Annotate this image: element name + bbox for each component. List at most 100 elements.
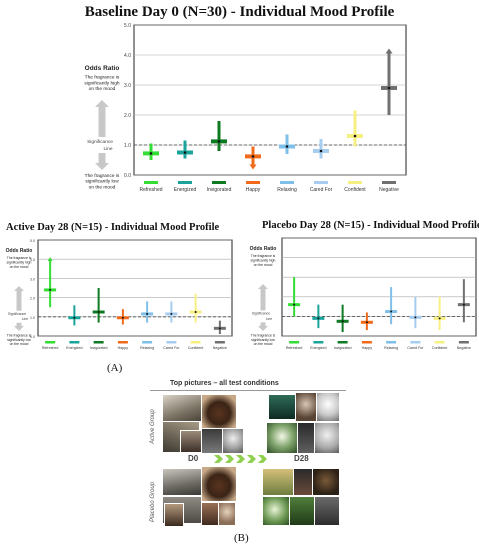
estimate-point	[121, 316, 124, 319]
plot-frame	[37, 239, 233, 337]
legend-label: Confident	[188, 346, 203, 350]
estimate-point	[387, 86, 391, 90]
estimate-point	[217, 140, 221, 143]
estimate-point	[319, 149, 323, 153]
day-label-d0: D0	[188, 454, 199, 463]
figure-label-b: (B)	[234, 532, 249, 544]
legend-label: Refreshed	[42, 346, 59, 350]
arrow-down-icon	[14, 322, 24, 331]
line-label: Line	[103, 146, 112, 152]
photo-placebo-d0-5	[218, 502, 236, 526]
legend-label: Happy	[362, 346, 373, 350]
placebo-group-label: Placebo Group	[150, 481, 156, 522]
legend-label: Energized	[174, 187, 197, 193]
active-group-label: Active Group	[150, 409, 156, 444]
legend-swatch	[166, 341, 177, 344]
chart-baseline: 0.0 1.0 2.0 3.0 4.0 5.0 Odds Ratio The fragranc…	[84, 23, 407, 193]
estimate-point	[462, 303, 465, 306]
photo-active-d0-3	[180, 430, 202, 453]
photo-placebo-d0-4	[201, 502, 219, 526]
low-label: The fragrance is	[251, 333, 276, 337]
legend-label: Negative	[457, 346, 471, 350]
legend-swatch	[386, 341, 397, 344]
estimate-point	[149, 152, 153, 155]
arrow-up-marker	[47, 257, 53, 262]
plot-frame	[281, 237, 477, 337]
photo-placebo-d28-1	[262, 468, 294, 496]
low-label: on the mood	[89, 184, 116, 190]
legend-label: Happy	[246, 187, 261, 193]
legend-swatch	[313, 341, 324, 344]
legend-swatch	[314, 181, 328, 184]
high-label: on the mood	[89, 86, 116, 92]
high-label: significantly high	[84, 80, 120, 86]
pictures-rule	[150, 390, 346, 391]
legend-swatch	[337, 341, 348, 344]
photo-active-d0-1	[162, 394, 202, 422]
odds-ratio-label: Odds Ratio	[85, 65, 120, 72]
odds-ratio-label: Odds Ratio	[250, 246, 277, 252]
figure-label-a: (A)	[107, 362, 123, 374]
y-tick-label: 2.0	[30, 297, 35, 301]
arrow-up-icon	[258, 284, 268, 311]
legend-label: Cared For	[163, 346, 180, 350]
estimate-point	[170, 312, 173, 315]
estimate-point	[390, 310, 393, 313]
estimate-point	[49, 288, 52, 291]
photo-placebo-d0-1	[162, 468, 202, 496]
y-tick-label: 5.0	[124, 23, 131, 29]
legend-swatch	[410, 341, 421, 344]
legend-swatch	[280, 181, 294, 184]
pictures-title: Top pictures – all test conditions	[170, 380, 279, 387]
legend-label: Invigorated	[207, 187, 232, 193]
chevron-arrows-icon	[214, 455, 267, 463]
estimate-point	[414, 316, 417, 319]
legend-swatch	[289, 341, 300, 344]
low-label: significantly low	[85, 179, 119, 185]
chart-title-placebo: Placebo Day 28 (N=15) - Individual Mood …	[262, 220, 479, 231]
legend-label: Relaxing	[384, 346, 398, 350]
y-tick-label: 1.0	[30, 316, 35, 320]
y-tick-label: 3.0	[30, 277, 35, 281]
high-label: The fragrance is	[251, 254, 276, 258]
photo-active-d28-2	[295, 392, 317, 422]
estimate-point	[438, 317, 441, 320]
legend-swatch	[144, 181, 158, 184]
significance-label: Significance	[8, 312, 26, 316]
y-tick-label: 4.0	[124, 53, 131, 59]
legend-label: Relaxing	[277, 187, 297, 193]
legend-label: Negative	[379, 187, 399, 193]
high-label: on the mood	[10, 265, 29, 269]
low-label: on the mood	[10, 342, 29, 346]
arrow-down-marker	[249, 164, 257, 170]
low-label: The fragrance is	[7, 333, 32, 337]
legend-label: Confident	[432, 346, 447, 350]
legend-label: Confident	[344, 187, 366, 193]
photo-tarantula-active	[201, 394, 237, 429]
y-tick-label: 0.0	[124, 173, 131, 179]
photo-placebo-d28-2	[293, 468, 313, 496]
estimate-point	[146, 312, 149, 315]
chart-title-active: Active Day 28 (N=15) - Individual Mood P…	[6, 222, 220, 233]
legend-swatch	[178, 181, 192, 184]
chart-title-baseline: Baseline Day 0 (N=30) - Individual Mood …	[84, 4, 395, 20]
estimate-point	[194, 311, 197, 313]
plot-frame	[133, 24, 407, 176]
estimate-point	[293, 303, 296, 306]
estimate-point	[353, 134, 357, 138]
legend-label: Invigorated	[90, 346, 108, 350]
significance-label: Significance	[87, 139, 113, 145]
y-tick-label: 4.0	[30, 258, 35, 262]
high-label: on the mood	[254, 263, 273, 267]
low-label: significantly low	[7, 338, 31, 342]
significance-label: Significance	[252, 311, 270, 315]
legend-swatch	[214, 341, 225, 344]
legend-swatch	[361, 341, 372, 344]
photo-active-d28-5	[297, 422, 315, 454]
estimate-point	[73, 316, 76, 319]
legend-label: Energized	[66, 346, 82, 350]
estimate-point	[285, 145, 289, 148]
photo-active-d28-1	[268, 394, 296, 420]
legend-swatch	[45, 341, 56, 344]
